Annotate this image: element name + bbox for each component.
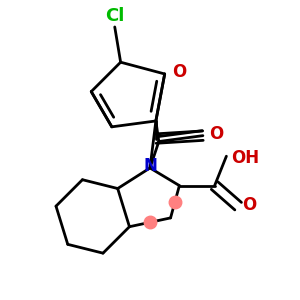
Text: O: O [242,196,257,214]
Text: O: O [172,64,186,82]
Text: OH: OH [231,149,259,167]
Text: Cl: Cl [105,8,124,26]
Text: O: O [209,125,223,143]
Text: N: N [143,158,157,175]
